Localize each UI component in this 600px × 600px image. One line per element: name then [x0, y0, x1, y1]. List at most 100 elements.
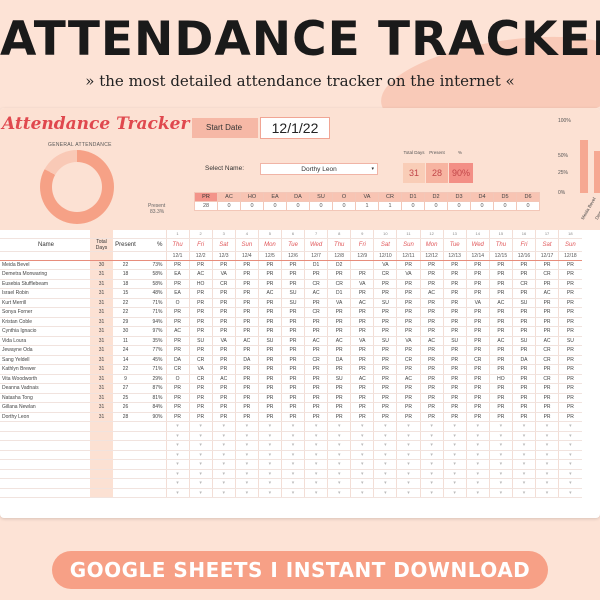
attendance-dropdown-cell[interactable]: PR: [211, 288, 236, 299]
attendance-dropdown-cell[interactable]: PR: [419, 412, 444, 422]
attendance-dropdown-cell[interactable]: PR: [304, 326, 328, 337]
attendance-dropdown-cell[interactable]: PR: [280, 374, 305, 384]
attendance-dropdown-cell[interactable]: CR: [165, 364, 190, 375]
attendance-dropdown-cell[interactable]: PR: [396, 412, 421, 422]
attendance-dropdown-cell[interactable]: PR: [188, 288, 213, 299]
attendance-dropdown-cell[interactable]: ▾: [488, 421, 513, 432]
attendance-dropdown-cell[interactable]: PR: [304, 383, 328, 394]
attendance-dropdown-cell[interactable]: PR: [558, 288, 582, 299]
attendance-dropdown-cell[interactable]: PR: [234, 374, 259, 384]
attendance-dropdown-cell[interactable]: PR: [419, 298, 444, 308]
attendance-dropdown-cell[interactable]: PR: [373, 364, 397, 375]
attendance-dropdown-cell[interactable]: PR: [419, 307, 444, 318]
attendance-dropdown-cell[interactable]: ▾: [211, 421, 236, 432]
attendance-dropdown-cell[interactable]: PR: [465, 317, 490, 327]
attendance-dropdown-cell[interactable]: CR: [373, 269, 397, 280]
attendance-dropdown-cell[interactable]: ▾: [396, 469, 421, 479]
attendance-dropdown-cell[interactable]: PR: [327, 393, 351, 403]
attendance-dropdown-cell[interactable]: PR: [488, 326, 513, 337]
attendance-dropdown-cell[interactable]: PR: [373, 412, 397, 422]
attendance-dropdown-cell[interactable]: ▾: [188, 478, 213, 489]
attendance-dropdown-cell[interactable]: PR: [558, 326, 582, 337]
attendance-dropdown-cell[interactable]: ▾: [511, 459, 536, 470]
attendance-dropdown-cell[interactable]: PR: [234, 402, 259, 413]
attendance-dropdown-cell[interactable]: ▾: [373, 431, 397, 441]
attendance-dropdown-cell[interactable]: ▾: [327, 450, 351, 460]
attendance-dropdown-cell[interactable]: PR: [165, 412, 190, 422]
attendance-dropdown-cell[interactable]: PR: [327, 345, 351, 356]
attendance-dropdown-cell[interactable]: PR: [396, 307, 421, 318]
attendance-dropdown-cell[interactable]: PR: [234, 279, 259, 289]
attendance-dropdown-cell[interactable]: VA: [327, 298, 351, 308]
attendance-dropdown-cell[interactable]: PR: [211, 393, 236, 403]
attendance-dropdown-cell[interactable]: SU: [280, 288, 305, 299]
attendance-dropdown-cell[interactable]: ▾: [280, 459, 305, 470]
attendance-dropdown-cell[interactable]: VA: [396, 269, 421, 280]
attendance-dropdown-cell[interactable]: PR: [396, 364, 421, 375]
attendance-dropdown-cell[interactable]: ▾: [188, 459, 213, 470]
attendance-dropdown-cell[interactable]: ▾: [304, 421, 328, 432]
attendance-dropdown-cell[interactable]: SU: [442, 336, 467, 346]
attendance-dropdown-cell[interactable]: PR: [280, 317, 305, 327]
attendance-dropdown-cell[interactable]: SU: [373, 336, 397, 346]
attendance-dropdown-cell[interactable]: PR: [488, 345, 513, 356]
attendance-dropdown-cell[interactable]: ▾: [373, 488, 397, 498]
attendance-dropdown-cell[interactable]: PR: [511, 307, 536, 318]
attendance-dropdown-cell[interactable]: PR: [396, 383, 421, 394]
attendance-dropdown-cell[interactable]: PR: [350, 393, 374, 403]
attendance-dropdown-cell[interactable]: AC: [257, 288, 282, 299]
attendance-dropdown-cell[interactable]: ▾: [442, 450, 467, 460]
attendance-dropdown-cell[interactable]: PR: [396, 288, 421, 299]
attendance-dropdown-cell[interactable]: PR: [442, 355, 467, 365]
attendance-dropdown-cell[interactable]: PR: [442, 307, 467, 318]
attendance-dropdown-cell[interactable]: ▾: [304, 459, 328, 470]
attendance-dropdown-cell[interactable]: ▾: [488, 431, 513, 441]
attendance-dropdown-cell[interactable]: ▾: [511, 478, 536, 489]
attendance-dropdown-cell[interactable]: PR: [373, 317, 397, 327]
attendance-dropdown-cell[interactable]: ▾: [234, 431, 259, 441]
attendance-dropdown-cell[interactable]: PR: [304, 345, 328, 356]
attendance-dropdown-cell[interactable]: CR: [188, 355, 213, 365]
attendance-dropdown-cell[interactable]: PR: [442, 393, 467, 403]
attendance-dropdown-cell[interactable]: PR: [327, 364, 351, 375]
attendance-dropdown-cell[interactable]: ▾: [534, 459, 559, 470]
attendance-dropdown-cell[interactable]: PR: [558, 345, 582, 356]
attendance-dropdown-cell[interactable]: ▾: [534, 421, 559, 432]
attendance-dropdown-cell[interactable]: ▾: [234, 421, 259, 432]
attendance-dropdown-cell[interactable]: PR: [558, 260, 582, 270]
attendance-dropdown-cell[interactable]: PR: [257, 260, 282, 270]
attendance-dropdown-cell[interactable]: ▾: [257, 421, 282, 432]
attendance-dropdown-cell[interactable]: PR: [465, 402, 490, 413]
attendance-dropdown-cell[interactable]: ▾: [165, 488, 190, 498]
attendance-dropdown-cell[interactable]: PR: [257, 307, 282, 318]
attendance-dropdown-cell[interactable]: AC: [165, 326, 190, 337]
attendance-dropdown-cell[interactable]: PR: [373, 355, 397, 365]
attendance-dropdown-cell[interactable]: AC: [304, 336, 328, 346]
attendance-dropdown-cell[interactable]: PR: [534, 364, 559, 375]
attendance-dropdown-cell[interactable]: ▾: [257, 488, 282, 498]
attendance-dropdown-cell[interactable]: PR: [188, 317, 213, 327]
attendance-dropdown-cell[interactable]: ▾: [488, 440, 513, 451]
attendance-dropdown-cell[interactable]: PR: [488, 412, 513, 422]
attendance-dropdown-cell[interactable]: ▾: [165, 459, 190, 470]
attendance-dropdown-cell[interactable]: PR: [534, 383, 559, 394]
attendance-dropdown-cell[interactable]: SU: [327, 374, 351, 384]
attendance-dropdown-cell[interactable]: PR: [280, 279, 305, 289]
attendance-dropdown-cell[interactable]: PR: [465, 374, 490, 384]
attendance-dropdown-cell[interactable]: PR: [442, 288, 467, 299]
attendance-dropdown-cell[interactable]: HO: [488, 374, 513, 384]
attendance-dropdown-cell[interactable]: ▾: [534, 478, 559, 489]
attendance-dropdown-cell[interactable]: VA: [373, 260, 397, 270]
attendance-dropdown-cell[interactable]: ▾: [465, 459, 490, 470]
attendance-dropdown-cell[interactable]: ▾: [373, 469, 397, 479]
attendance-dropdown-cell[interactable]: PR: [350, 355, 374, 365]
attendance-dropdown-cell[interactable]: ▾: [465, 469, 490, 479]
attendance-dropdown-cell[interactable]: PR: [165, 345, 190, 356]
attendance-dropdown-cell[interactable]: CR: [304, 307, 328, 318]
attendance-dropdown-cell[interactable]: PR: [211, 260, 236, 270]
attendance-dropdown-cell[interactable]: PR: [257, 279, 282, 289]
attendance-dropdown-cell[interactable]: ▾: [257, 478, 282, 489]
attendance-dropdown-cell[interactable]: ▾: [188, 469, 213, 479]
attendance-dropdown-cell[interactable]: PR: [558, 298, 582, 308]
attendance-dropdown-cell[interactable]: PR: [465, 269, 490, 280]
